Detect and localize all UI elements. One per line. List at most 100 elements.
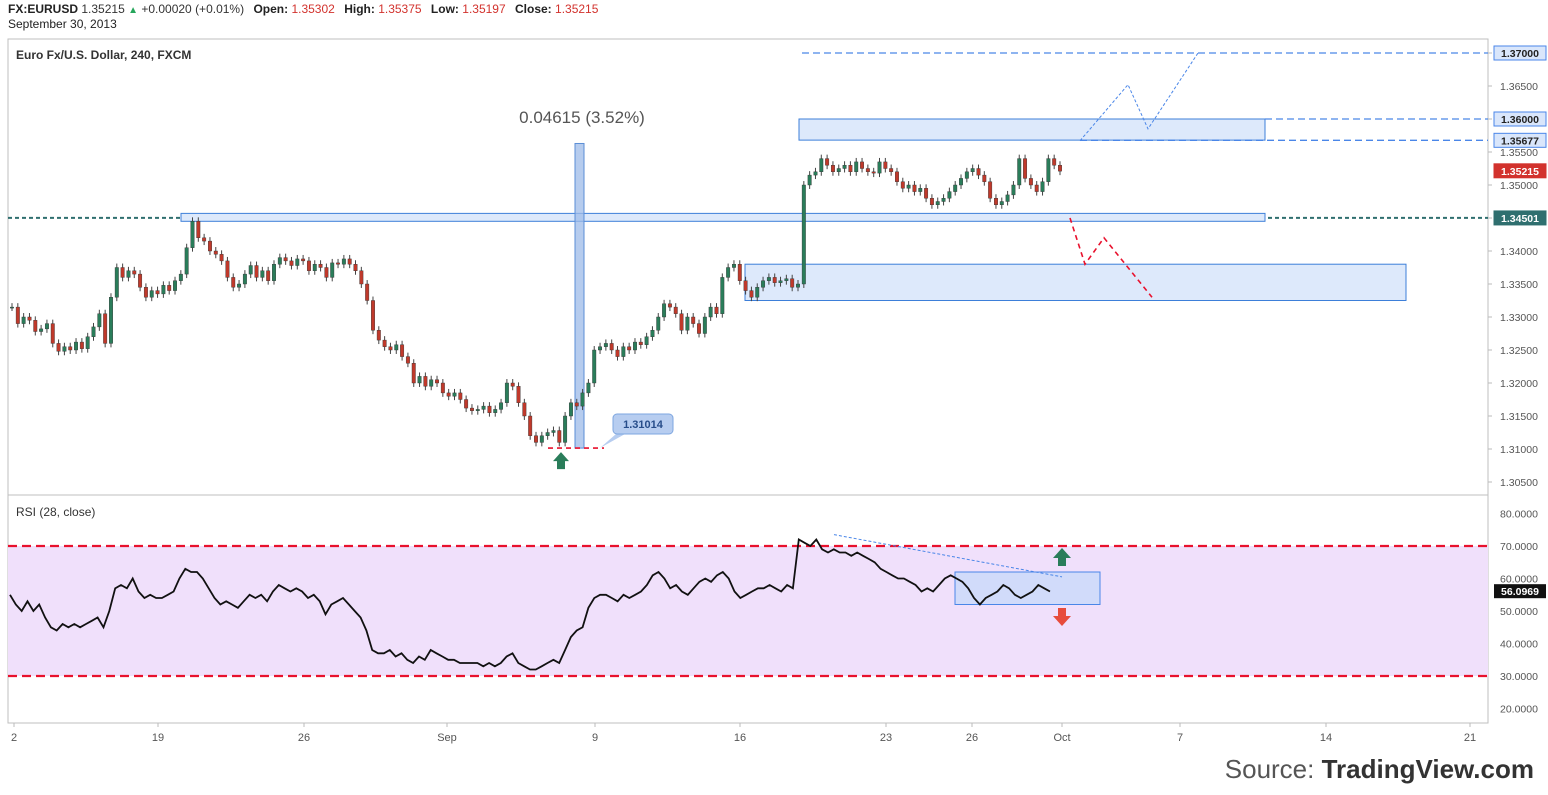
candle-body (883, 161, 888, 169)
price-axis-label: 1.36000 (1501, 114, 1539, 126)
candle-body (21, 316, 26, 324)
candle-body (411, 363, 416, 384)
candle-body (976, 168, 981, 176)
candle-body (906, 184, 911, 189)
candle-body (120, 267, 125, 278)
candle-body (143, 287, 148, 298)
candle-body (231, 277, 236, 288)
candle-body (772, 277, 777, 283)
candle-body (1058, 164, 1062, 172)
rsi-line (9, 537, 1051, 671)
candle-body (889, 168, 894, 172)
candle-body (248, 265, 253, 275)
candle-body (109, 297, 113, 344)
price-tick-label: 1.32500 (1500, 345, 1538, 357)
candle-body (62, 346, 67, 352)
price-tick-label: 1.32000 (1500, 378, 1538, 390)
candle-body (918, 188, 923, 192)
rsi-tick-label: 70.0000 (1500, 541, 1538, 553)
candle-body (504, 382, 509, 403)
candle-body (679, 313, 684, 331)
candle-body (539, 435, 544, 443)
price-tick-label: 1.33000 (1500, 312, 1538, 324)
candle-body (755, 287, 760, 298)
price-tick-label: 1.34000 (1500, 246, 1538, 258)
source-brand: TradingView.com (1321, 754, 1534, 784)
candle-body (557, 430, 562, 443)
candle-body (848, 164, 853, 172)
candle-body (417, 376, 422, 384)
callout-box: 1.31014 (600, 413, 674, 448)
candle-body (33, 320, 38, 332)
candle-body (371, 300, 375, 331)
candle-body (988, 181, 993, 199)
candle-body (737, 264, 742, 281)
candle-body (499, 402, 504, 410)
price-axis-label-box (1493, 45, 1547, 61)
candle-body (27, 316, 32, 321)
high-label: High: (344, 2, 375, 16)
triangle-up-icon: ▲ (128, 5, 138, 16)
measure-label: 0.04615 (3.52%) (519, 108, 645, 127)
price-zone (180, 212, 1266, 222)
candle-body (487, 405, 492, 413)
candle-body (819, 158, 824, 173)
candle-body (545, 432, 550, 436)
price-axis-label: 1.34501 (1501, 213, 1539, 225)
candle-body (242, 273, 247, 285)
candle-body (778, 280, 783, 283)
candle-body (970, 168, 975, 172)
candle-body (592, 349, 597, 384)
candle-body (452, 392, 457, 397)
candle-body (574, 402, 579, 407)
candle-body (301, 258, 306, 262)
price-zone (744, 263, 1407, 302)
candle-body (464, 399, 469, 409)
time-tick-label: Sep (437, 732, 457, 744)
close-value: 1.35215 (555, 2, 599, 16)
candle-body (184, 247, 189, 275)
candle-body (516, 386, 521, 403)
candle-body (708, 306, 713, 318)
rsi-band (8, 546, 1488, 676)
candle-body (1034, 184, 1039, 192)
candle-body (202, 237, 207, 242)
candle-body (475, 409, 480, 411)
candle-body (277, 257, 282, 265)
candle-body (225, 260, 230, 278)
candle-body (551, 430, 556, 433)
arrow-down-icon (1053, 608, 1071, 626)
symbol-header: FX:EURUSD 1.35215 ▲ +0.00020 (+0.01%) Op… (8, 2, 598, 18)
price-axis-label: 1.35677 (1501, 135, 1539, 147)
candle-body (1011, 184, 1016, 196)
candle-body (813, 171, 818, 176)
callout-price: 1.31014 (623, 419, 664, 431)
candle-body (603, 343, 608, 347)
candle-body (208, 240, 212, 252)
candle-body (1017, 158, 1022, 186)
high-value: 1.35375 (378, 2, 422, 16)
time-tick-label: 21 (1464, 732, 1476, 744)
candle-body (673, 306, 678, 314)
candle-body (697, 323, 701, 334)
time-tick-label: 9 (592, 732, 598, 744)
candle-body (935, 201, 940, 205)
candle-body (388, 346, 393, 351)
symbol-name: FX:EURUSD (8, 2, 79, 16)
candle-body (860, 161, 864, 169)
candle-body (615, 349, 620, 357)
arrow-up-icon (1053, 548, 1071, 566)
candle-body (1005, 194, 1010, 202)
candle-body (237, 283, 242, 288)
candle-body (929, 197, 934, 205)
candle-body (865, 168, 870, 172)
candle-body (376, 330, 381, 341)
candles-layer (10, 154, 1062, 447)
time-tick-label: 2 (11, 732, 17, 744)
rsi-trendline (833, 534, 1063, 578)
time-tick-label: 19 (152, 732, 164, 744)
candle-body (10, 306, 14, 309)
candle-body (964, 171, 969, 179)
candle-body (79, 341, 84, 349)
